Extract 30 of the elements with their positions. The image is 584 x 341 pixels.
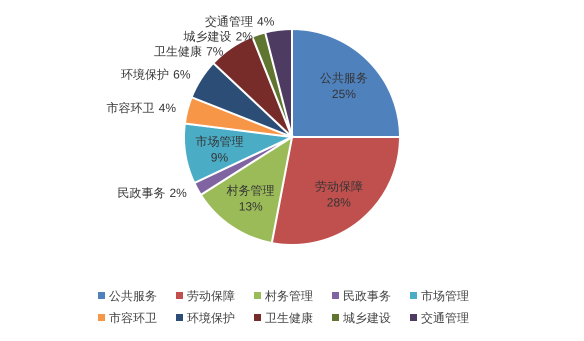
legend-label: 公共服务 bbox=[109, 289, 157, 303]
legend-label: 民政事务 bbox=[343, 289, 391, 303]
data-label: 6% bbox=[173, 68, 191, 82]
data-label: 4% bbox=[158, 100, 176, 115]
legend-label: 市容环卫 bbox=[109, 311, 157, 325]
slice-label: 市场管理 bbox=[195, 134, 244, 148]
data-label: 28% bbox=[326, 196, 352, 210]
legend-label: 卫生健康 bbox=[265, 311, 313, 325]
data-label: 9% bbox=[210, 150, 228, 164]
slice-label: 市容环卫 bbox=[106, 100, 155, 115]
data-label: 7% bbox=[206, 44, 224, 58]
data-label: 13% bbox=[238, 200, 264, 214]
legend-label: 村务管理 bbox=[264, 289, 313, 303]
slice-label: 城乡建设 bbox=[182, 29, 232, 44]
slice-label: 民政事务 bbox=[117, 186, 166, 200]
data-label: 25% bbox=[332, 87, 356, 102]
slice-label: 公共服务 bbox=[320, 71, 368, 86]
slice-label: 环境保护 bbox=[121, 68, 170, 82]
data-label: 4% bbox=[257, 14, 275, 28]
legend-label: 环境保护 bbox=[187, 311, 235, 325]
legend-label: 交通管理 bbox=[421, 311, 469, 325]
slice-label: 村务管理 bbox=[226, 184, 275, 198]
data-label: 2% bbox=[236, 29, 254, 44]
legend-label: 市场管理 bbox=[421, 289, 469, 303]
slice-label: 卫生健康 bbox=[154, 44, 202, 58]
data-label: 2% bbox=[169, 186, 188, 200]
slice-label: 交通管理 bbox=[205, 14, 254, 28]
legend-label: 城乡建设 bbox=[342, 311, 391, 325]
slice-label: 劳动保障 bbox=[314, 180, 363, 194]
legend-label: 劳动保障 bbox=[187, 289, 235, 303]
